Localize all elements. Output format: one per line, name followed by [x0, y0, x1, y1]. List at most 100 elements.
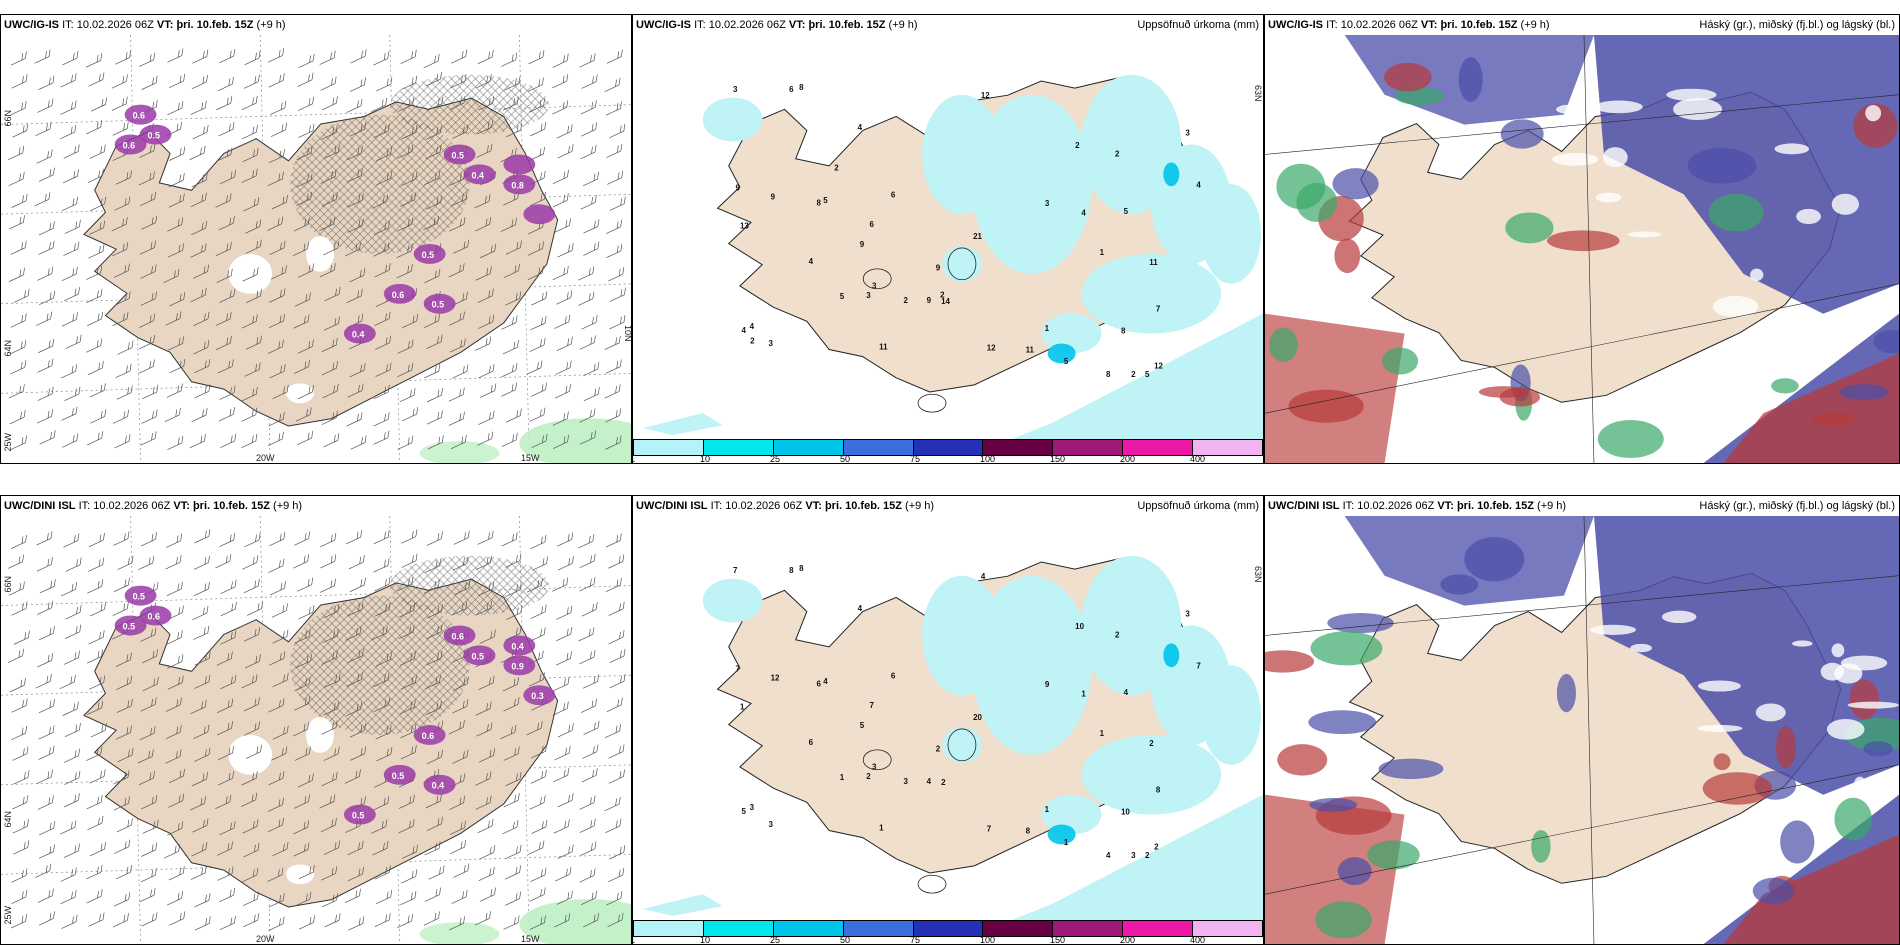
precip-map[interactable]: 9 8 6 1 5 4 9 9 3 4 5 12 3 8 6 1 21 4 3 6 2 5 11 5 8 3 12 4 2 4 3 2 3 7 2 9… — [633, 35, 1263, 439]
wind-barb — [451, 191, 468, 207]
wind-barb — [608, 267, 625, 282]
wind-barb — [374, 311, 391, 326]
precip-map[interactable]: 2 6 8 1 2 4 4 5 2 1 4 4 7 4 7 1 20 7 3 6 3 4 8 1 10 9 7 3 2 5 3 3 3 8 10 7 1… — [633, 516, 1263, 920]
wind-barb — [350, 435, 367, 450]
snow-free-area — [228, 734, 273, 775]
wind-barb — [321, 361, 338, 376]
wind-barb — [241, 674, 258, 689]
precip-value-label: 1 — [740, 702, 745, 711]
cloud-patch — [1265, 650, 1315, 673]
precip-value-label: 0.8 — [511, 180, 523, 190]
heavy-precip-spot — [443, 144, 476, 165]
wind-barb — [220, 601, 237, 617]
wind-barb — [425, 145, 442, 160]
wind-barb — [427, 96, 444, 111]
wind-barb — [323, 604, 340, 619]
wind-barb — [348, 555, 365, 570]
heavy-precip-spot — [443, 625, 476, 646]
heavy-precip-spot — [124, 104, 157, 125]
colorbar-swatch — [634, 440, 704, 455]
model-name: UWC/IG-IS — [636, 19, 691, 31]
wind-barb — [607, 912, 624, 928]
wind-barb — [503, 263, 520, 278]
precip-value-label: 11 — [1149, 258, 1158, 267]
colorbar-tick-label: 200 — [1120, 454, 1136, 464]
wind-barb — [192, 264, 210, 279]
wind-barb — [477, 288, 494, 303]
wind-barb — [376, 77, 393, 92]
wind-barb — [423, 53, 440, 69]
wind-barb — [114, 839, 131, 854]
wind-barb — [374, 577, 391, 592]
wind-barb — [505, 408, 522, 423]
wind-barb — [167, 435, 184, 451]
wind-barb — [503, 746, 520, 761]
colorbar-tick-label: 75 — [910, 454, 921, 464]
wind-barb — [579, 408, 596, 423]
wind-barb — [527, 241, 545, 256]
wind-map[interactable]: 0.6 0.5 0.6 0.5 0.9 0.5 0.4 0.5 0.6 0.5 0.4 0.3 — [1, 516, 631, 944]
wind-barb — [529, 915, 546, 930]
precip-value-label: 10 — [1075, 622, 1084, 631]
cloud-map[interactable] — [1265, 35, 1899, 463]
wind-barb — [399, 651, 416, 666]
wind-barb — [216, 651, 233, 666]
wind-barb — [194, 893, 211, 908]
wind-barb — [191, 771, 208, 787]
lat-label-66n: 66N — [3, 110, 13, 127]
colorbar-swatch — [773, 921, 844, 936]
precip-value-label: 0.5 — [392, 771, 404, 781]
clear-sky-patch — [1661, 610, 1697, 624]
wind-barb — [427, 435, 444, 450]
colorbar-tick: 1 — [633, 935, 703, 944]
wind-barb — [553, 768, 570, 783]
wind-barb — [556, 124, 573, 139]
wind-barb — [215, 193, 232, 208]
wind-barb — [90, 723, 107, 738]
precip-value-label: 0.6 — [392, 290, 404, 300]
colorbar-tick: 10 — [700, 935, 773, 944]
precip-value-label: 3 — [768, 820, 773, 829]
wind-barb — [241, 407, 258, 422]
wind-barb — [242, 819, 259, 834]
wind-barb — [267, 339, 284, 354]
cloud-patch — [1702, 772, 1772, 805]
precip-value-label: 3 — [872, 282, 877, 291]
wind-barb — [425, 125, 442, 140]
wind-barb — [608, 867, 625, 883]
wind-barb — [219, 169, 237, 185]
wind-map[interactable]: 0.5 0.6 0.5 0.4 0.8 0.6 0.5 0.4 0.5 0.6 — [1, 35, 631, 463]
wind-barb — [323, 701, 340, 716]
precip-value-label: 0.3 — [531, 691, 543, 701]
wind-barb — [241, 433, 258, 449]
wind-barb — [294, 531, 311, 546]
lake-outline — [862, 268, 892, 290]
wind-barb — [194, 384, 211, 399]
precip-value-label: 4 — [858, 123, 863, 132]
wind-barb — [504, 865, 522, 880]
wind-barb — [10, 313, 27, 328]
wind-barb — [38, 221, 55, 236]
wind-barb — [528, 840, 545, 855]
vt-prefix: VT: — [156, 19, 174, 31]
wind-barb — [348, 916, 365, 931]
wind-barb — [298, 53, 315, 68]
clear-sky-patch — [1831, 643, 1845, 658]
wind-barb — [242, 867, 259, 883]
cloud-map[interactable] — [1265, 516, 1899, 944]
wind-barb — [349, 268, 366, 283]
wind-barb — [86, 795, 103, 810]
wind-barb — [475, 771, 492, 786]
wind-barb — [426, 624, 443, 639]
wind-barb — [114, 434, 131, 449]
precip-value-label: 3 — [1045, 199, 1050, 208]
wind-barb — [192, 605, 209, 621]
precip-value-label: 0.5 — [148, 131, 160, 141]
cloud-patch — [1873, 329, 1899, 354]
wind-barb — [448, 411, 465, 426]
wind-barb — [243, 627, 261, 642]
heavy-precip-spot — [139, 605, 172, 626]
cloud-patch — [1337, 857, 1372, 886]
wind-barb — [141, 842, 158, 857]
wind-barb — [552, 411, 569, 426]
